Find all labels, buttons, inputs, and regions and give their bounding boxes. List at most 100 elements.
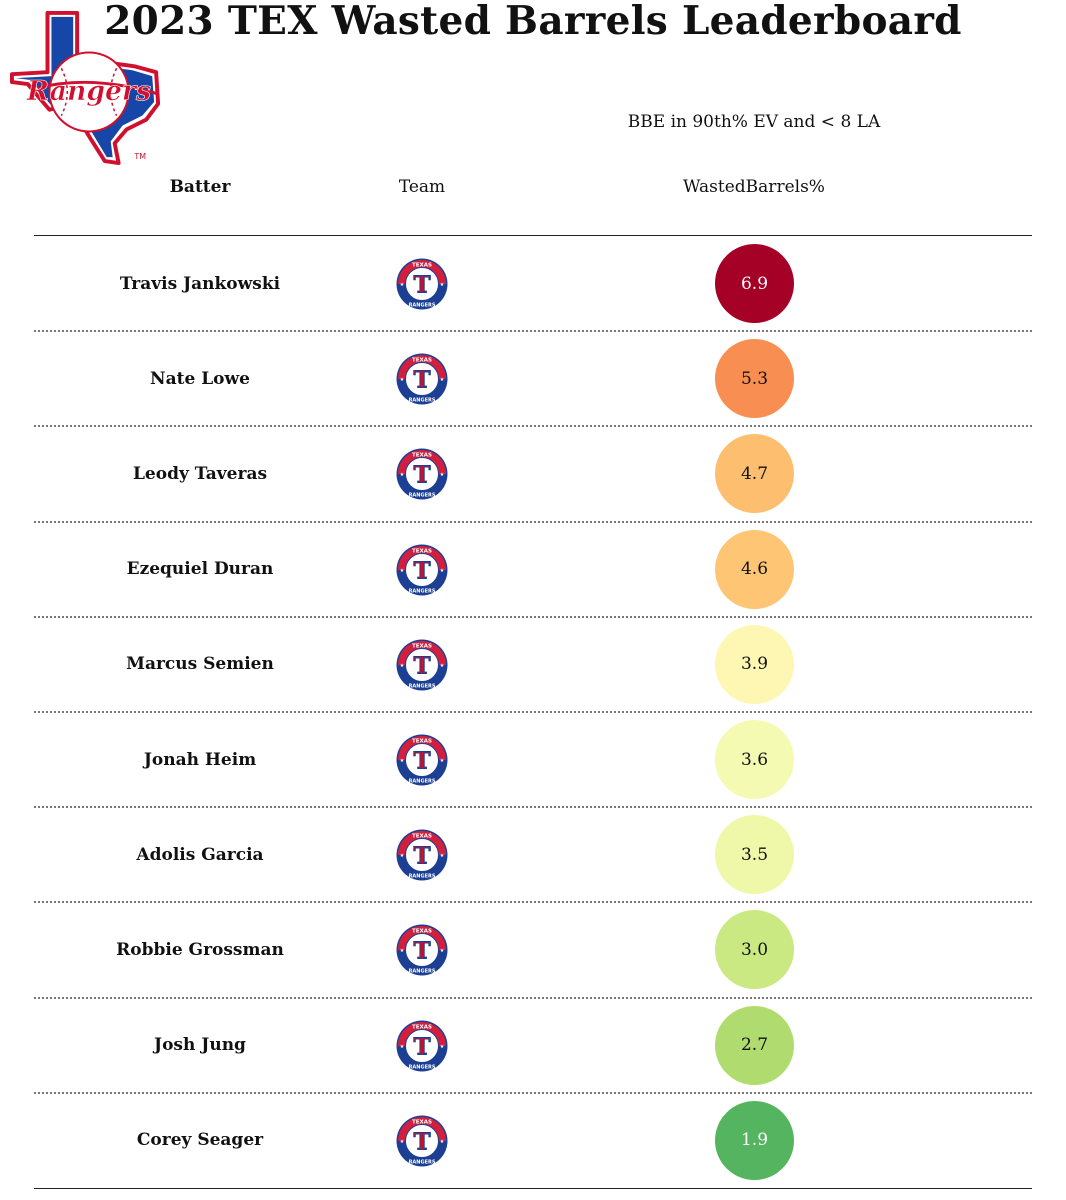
team-logo-icon: TEXAS RANGERS ★ ★ T [396, 448, 448, 500]
svg-text:TEXAS: TEXAS [412, 358, 432, 364]
svg-text:★: ★ [400, 282, 405, 288]
team-logo-icon: TEXAS RANGERS ★ ★ T [396, 258, 448, 310]
rangers-logo: Rangers TM [9, 10, 161, 166]
svg-text:★: ★ [440, 568, 445, 574]
table-row: Marcus Semien TEXAS RANGERS ★ ★ T 3.9 [0, 617, 1066, 712]
batter-name: Adolis Garcia [136, 844, 264, 865]
team-logo-icon: TEXAS RANGERS ★ ★ T [396, 734, 448, 786]
wasted-barrels-value-circle: 1.9 [715, 1100, 794, 1180]
svg-text:★: ★ [400, 853, 405, 859]
team-logo-icon: TEXAS RANGERS ★ ★ T [396, 1020, 448, 1072]
team-logo-icon: TEXAS RANGERS ★ ★ T [396, 1115, 448, 1167]
svg-text:★: ★ [440, 948, 445, 954]
svg-text:T: T [413, 1033, 430, 1060]
svg-text:★: ★ [400, 663, 405, 669]
svg-text:★: ★ [440, 1044, 445, 1050]
svg-text:★: ★ [400, 948, 405, 954]
table-row: Ezequiel Duran TEXAS RANGERS ★ ★ T 4.6 [0, 522, 1066, 617]
row-separator [34, 901, 1032, 904]
row-separator [34, 425, 1032, 428]
table-row: Nate Lowe TEXAS RANGERS ★ ★ T 5.3 [0, 331, 1066, 426]
svg-text:★: ★ [440, 663, 445, 669]
wasted-barrels-value-circle: 3.0 [715, 910, 794, 990]
svg-text:T: T [413, 272, 430, 299]
trademark-mark: TM [133, 152, 146, 161]
svg-text:TEXAS: TEXAS [412, 548, 432, 554]
svg-text:RANGERS: RANGERS [409, 1159, 436, 1165]
svg-text:T: T [413, 462, 430, 489]
row-separator [34, 1091, 1032, 1094]
chart-subtitle: BBE in 90th% EV and < 8 LA [627, 112, 881, 132]
batter-name: Ezequiel Duran [126, 559, 274, 580]
wasted-barrels-value-circle: 3.9 [715, 624, 794, 704]
svg-text:★: ★ [400, 472, 405, 478]
table-row: Adolis Garcia TEXAS RANGERS ★ ★ T 3.5 [0, 807, 1066, 902]
svg-text:RANGERS: RANGERS [409, 969, 436, 975]
svg-text:★: ★ [440, 377, 445, 383]
svg-text:★: ★ [400, 758, 405, 764]
svg-text:TEXAS: TEXAS [412, 929, 432, 935]
row-separator [34, 806, 1032, 809]
row-separator [34, 711, 1032, 713]
svg-text:T: T [413, 557, 430, 584]
svg-text:RANGERS: RANGERS [409, 779, 436, 785]
team-logo-icon: TEXAS RANGERS ★ ★ T [396, 639, 448, 691]
table-row: Leody Taveras TEXAS RANGERS ★ ★ T 4.7 [0, 426, 1066, 521]
svg-text:TEXAS: TEXAS [412, 738, 432, 744]
team-logo-icon: TEXAS RANGERS ★ ★ T [396, 924, 448, 976]
svg-text:RANGERS: RANGERS [409, 398, 436, 404]
svg-text:T: T [413, 367, 430, 394]
batter-name: Marcus Semien [126, 654, 274, 675]
table-row: Corey Seager TEXAS RANGERS ★ ★ T 1.9 [0, 1093, 1066, 1188]
team-logo-icon: TEXAS RANGERS ★ ★ T [396, 353, 448, 405]
svg-text:★: ★ [400, 1139, 405, 1145]
svg-text:TEXAS: TEXAS [412, 643, 432, 649]
footer-rule [34, 1188, 1032, 1189]
svg-text:RANGERS: RANGERS [409, 303, 436, 309]
svg-text:TEXAS: TEXAS [412, 453, 432, 459]
batter-name: Leody Taveras [132, 463, 268, 484]
team-logo-icon: TEXAS RANGERS ★ ★ T [396, 829, 448, 881]
table-row: Jonah Heim TEXAS RANGERS ★ ★ T 3.6 [0, 712, 1066, 807]
batter-name: Robbie Grossman [116, 939, 284, 960]
row-separator [34, 330, 1032, 333]
wasted-barrels-value-circle: 3.6 [715, 720, 794, 799]
svg-text:TEXAS: TEXAS [412, 834, 432, 840]
svg-text:T: T [413, 748, 430, 775]
column-header-wasted-barrels: WastedBarrels% [683, 177, 825, 197]
table-row: Travis Jankowski TEXAS RANGERS ★ ★ T 6.9 [0, 236, 1066, 331]
wasted-barrels-value-circle: 6.9 [715, 244, 794, 323]
wasted-barrels-value-circle: 4.7 [715, 434, 794, 514]
header-rule [34, 235, 1032, 236]
svg-text:T: T [413, 1128, 430, 1155]
svg-text:T: T [413, 843, 430, 870]
svg-text:★: ★ [400, 377, 405, 383]
rangers-logo-text: Rangers [26, 76, 151, 107]
wasted-barrels-value-circle: 3.5 [715, 815, 794, 895]
svg-text:★: ★ [440, 472, 445, 478]
svg-text:TEXAS: TEXAS [412, 262, 432, 268]
svg-text:T: T [413, 652, 430, 679]
svg-text:★: ★ [440, 853, 445, 859]
svg-text:★: ★ [400, 1044, 405, 1050]
batter-name: Jonah Heim [143, 749, 257, 770]
wasted-barrels-value-circle: 2.7 [715, 1005, 794, 1085]
svg-text:★: ★ [440, 282, 445, 288]
svg-text:RANGERS: RANGERS [409, 683, 436, 689]
svg-text:TEXAS: TEXAS [412, 1119, 432, 1125]
column-header-team: Team [398, 177, 446, 197]
table-row: Robbie Grossman TEXAS RANGERS ★ ★ T 3.0 [0, 902, 1066, 997]
row-separator [34, 996, 1032, 999]
svg-text:★: ★ [440, 758, 445, 764]
svg-text:RANGERS: RANGERS [409, 493, 436, 499]
svg-text:T: T [413, 938, 430, 965]
batter-name: Travis Jankowski [119, 273, 281, 294]
svg-text:★: ★ [400, 568, 405, 574]
svg-text:RANGERS: RANGERS [409, 1064, 436, 1070]
table-row: Josh Jung TEXAS RANGERS ★ ★ T 2.7 [0, 998, 1066, 1093]
row-separator [34, 520, 1032, 523]
column-header-batter: Batter [169, 177, 231, 197]
batter-name: Josh Jung [154, 1035, 246, 1056]
svg-text:RANGERS: RANGERS [409, 588, 436, 594]
svg-text:★: ★ [440, 1139, 445, 1145]
